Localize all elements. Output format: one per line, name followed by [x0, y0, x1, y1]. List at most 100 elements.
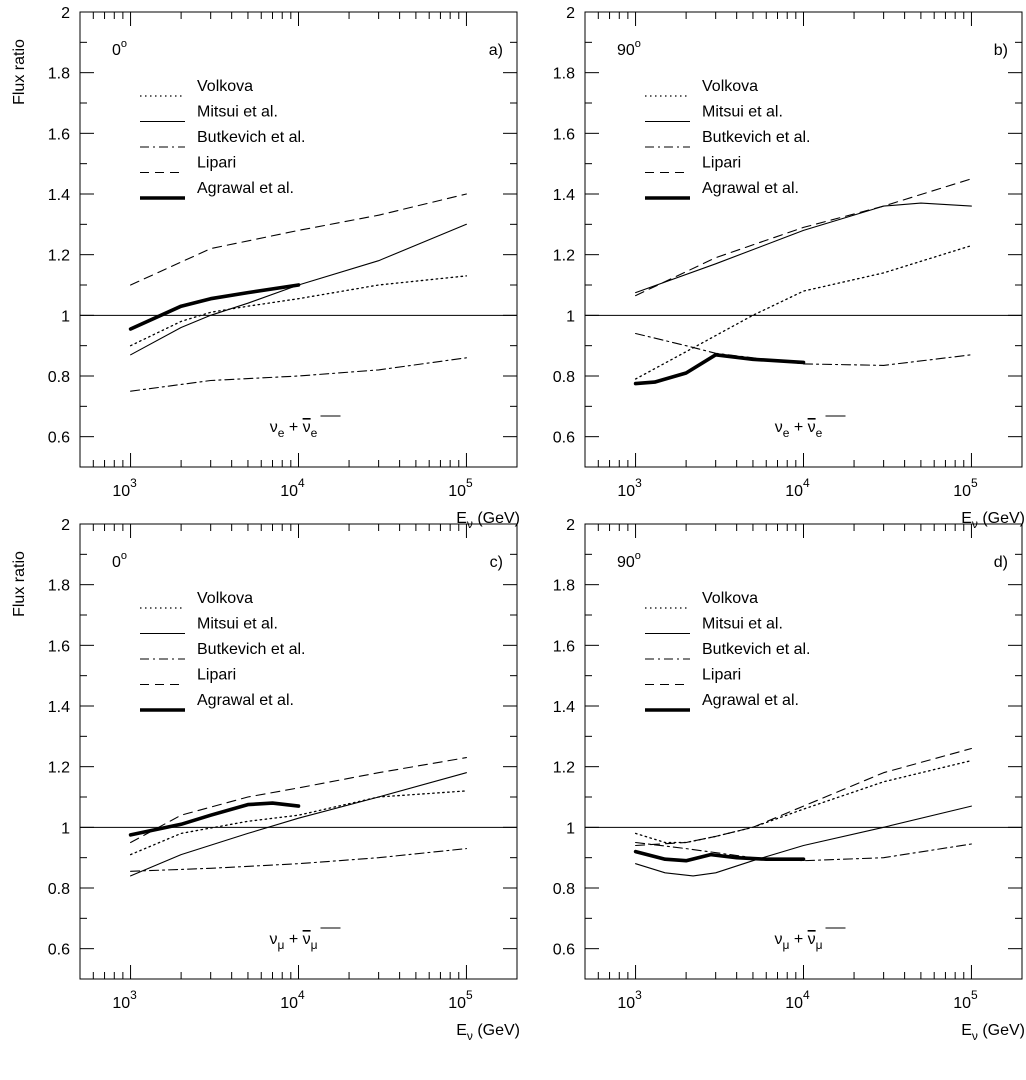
legend-label: Butkevich et al. [197, 129, 306, 146]
y-tick-label: 0.8 [48, 881, 70, 898]
legend-label: Agrawal et al. [197, 180, 294, 197]
y-axis-title: Flux ratio [11, 39, 28, 105]
x-tick-label: 103 [112, 988, 137, 1012]
y-tick-label: 0.8 [48, 369, 70, 386]
legend-label: Butkevich et al. [702, 641, 811, 658]
legend-label: Butkevich et al. [197, 641, 306, 658]
x-tick-label: 103 [617, 988, 642, 1012]
plot-frame [79, 11, 518, 468]
legend-label: Agrawal et al. [197, 692, 294, 709]
series-line-dashed [635, 178, 972, 297]
x-tick-label: 105 [448, 476, 473, 500]
panel-label: c) [490, 554, 503, 571]
legend-label: Volkova [197, 78, 253, 95]
chart-panel-3: 0.6 0.8 1 1.2 1.4 1.6 1.8 2 103 104 105 Eν (GeV) Flu… [11, 517, 520, 1043]
y-tick-label: 1.6 [553, 126, 575, 143]
y-tick-label: 1.8 [48, 66, 70, 83]
series-line-solid [635, 202, 972, 294]
particle-label: νe + νe [270, 419, 318, 440]
legend-label: Volkova [702, 78, 758, 95]
series-line-solid [130, 223, 467, 356]
y-tick-label: 1.2 [553, 760, 575, 777]
y-tick-label: 1.2 [48, 248, 70, 265]
y-tick-label: 1.6 [553, 638, 575, 655]
angle-label: 90o [617, 38, 641, 59]
x-axis-title: Eν (GeV) [456, 510, 520, 531]
plot-frame [584, 523, 1023, 980]
y-tick-label: 0.8 [553, 369, 575, 386]
y-tick-label: 1.4 [553, 187, 575, 204]
y-tick-label: 1 [566, 308, 575, 325]
angle-label: 0o [112, 38, 127, 59]
legend-label: Butkevich et al. [702, 129, 811, 146]
y-tick-label: 1.2 [48, 760, 70, 777]
legend-label: Mitsui et al. [702, 616, 783, 633]
series-line-dashed [130, 757, 467, 844]
y-tick-label: 0.6 [553, 942, 575, 959]
series-line-thick [633, 849, 806, 863]
y-tick-label: 2 [61, 517, 70, 534]
series-line-solid [635, 805, 972, 877]
x-axis-title: Eν (GeV) [961, 1022, 1025, 1043]
y-tick-label: 0.6 [48, 430, 70, 447]
y-tick-label: 1.8 [48, 578, 70, 595]
x-tick-label: 103 [112, 476, 137, 500]
legend: Volkova Mitsui et al. Butkevich et al. Lipa… [645, 590, 811, 712]
particle-label: νe + νe [775, 419, 823, 440]
x-tick-label: 104 [280, 988, 305, 1012]
panel-label: a) [489, 42, 503, 59]
chart-panel-2: 0.6 0.8 1 1.2 1.4 1.6 1.8 2 103 104 105 Eν (GeV) 90o… [553, 5, 1025, 531]
series-line-dotted [129, 275, 468, 347]
series-line-dashdot [635, 841, 972, 862]
legend-label: Lipari [197, 155, 236, 172]
legend-label: Mitsui et al. [197, 616, 278, 633]
y-tick-label: 1 [61, 308, 70, 325]
series-line-dashdot [130, 848, 467, 872]
series-line-dashed [130, 193, 467, 286]
x-tick-label: 103 [617, 476, 642, 500]
y-tick-label: 0.6 [553, 430, 575, 447]
y-tick-label: 1.2 [553, 248, 575, 265]
chart-panel-1: 0.6 0.8 1 1.2 1.4 1.6 1.8 2 103 104 105 Eν (GeV) Flu… [11, 5, 520, 531]
y-tick-label: 1.4 [48, 187, 70, 204]
panel-label: b) [994, 42, 1008, 59]
y-tick-label: 1.8 [553, 578, 575, 595]
x-axis-title: Eν (GeV) [961, 510, 1025, 531]
series-line-thick [128, 283, 301, 331]
x-tick-label: 104 [785, 988, 810, 1012]
y-tick-label: 2 [566, 517, 575, 534]
angle-label: 0o [112, 550, 127, 571]
legend-label: Volkova [702, 590, 758, 607]
x-axis-title: Eν (GeV) [456, 1022, 520, 1043]
legend: Volkova Mitsui et al. Butkevich et al. Lipa… [140, 78, 306, 200]
x-tick-label: 104 [785, 476, 810, 500]
panel-label: d) [994, 554, 1008, 571]
series-line-dotted [634, 244, 973, 380]
y-tick-label: 2 [61, 5, 70, 22]
series-line-dotted [634, 759, 973, 844]
x-tick-label: 104 [280, 476, 305, 500]
legend-label: Agrawal et al. [702, 692, 799, 709]
angle-label: 90o [617, 550, 641, 571]
plot-frame [584, 11, 1023, 468]
x-tick-label: 105 [448, 988, 473, 1012]
y-tick-label: 1.6 [48, 638, 70, 655]
series-line-solid [130, 772, 467, 877]
legend: Volkova Mitsui et al. Butkevich et al. Lipa… [645, 78, 811, 200]
legend-label: Agrawal et al. [702, 180, 799, 197]
legend-label: Lipari [702, 155, 741, 172]
series-line-dotted [129, 790, 468, 856]
plot-frame [79, 523, 518, 980]
y-tick-label: 1.4 [553, 699, 575, 716]
y-tick-label: 0.6 [48, 942, 70, 959]
legend-label: Lipari [197, 667, 236, 684]
y-tick-label: 2 [566, 5, 575, 22]
y-tick-label: 1.4 [48, 699, 70, 716]
y-tick-label: 1.8 [553, 66, 575, 83]
chart-panel-4: 0.6 0.8 1 1.2 1.4 1.6 1.8 2 103 104 105 Eν (GeV) 90o… [553, 517, 1025, 1043]
series-line-thick [633, 352, 806, 386]
particle-label: νμ + νμ [269, 931, 317, 952]
particle-label: νμ + νμ [774, 931, 822, 952]
legend-label: Lipari [702, 667, 741, 684]
